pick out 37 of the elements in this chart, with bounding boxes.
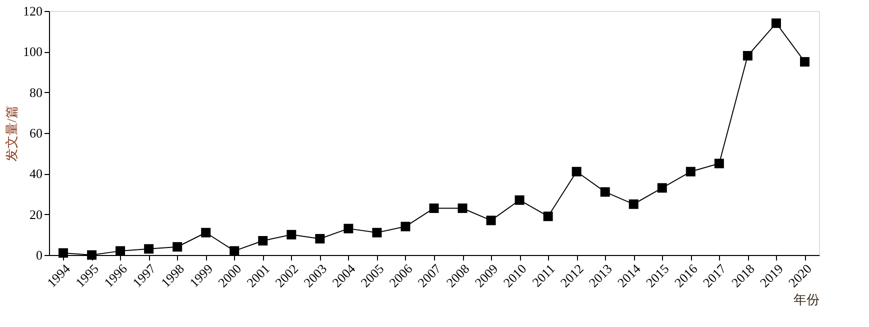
point [429, 203, 439, 213]
point [543, 212, 553, 222]
point [514, 195, 524, 205]
point [800, 57, 810, 67]
y-tick-label: 120 [23, 4, 42, 18]
point [572, 166, 582, 176]
point [286, 230, 296, 240]
point [486, 216, 496, 226]
y-tick-label: 80 [30, 84, 42, 100]
point [201, 228, 211, 238]
y-tick-label: 60 [30, 126, 42, 140]
point [172, 242, 182, 252]
point [742, 50, 752, 60]
y-tick-label: 20 [30, 206, 42, 222]
point [771, 18, 781, 28]
point [315, 234, 325, 244]
point [714, 158, 724, 168]
y-tick-label: 40 [30, 166, 42, 182]
point [657, 183, 667, 193]
y-tick-label: 100 [23, 44, 42, 60]
point [628, 199, 638, 209]
point [116, 246, 126, 256]
point [600, 187, 610, 197]
point [458, 203, 468, 213]
point [344, 224, 354, 234]
point [258, 236, 268, 246]
x-tick-label: 2011 [529, 261, 558, 290]
point [686, 166, 696, 176]
point [87, 250, 97, 260]
point [230, 246, 240, 256]
point [58, 248, 68, 258]
point [144, 244, 154, 254]
y-axis-title: 发文量/篇 [4, 106, 19, 162]
point [400, 222, 410, 232]
x-axis-title: 年份 [794, 292, 820, 308]
y-tick-label: 0 [36, 248, 42, 262]
point [372, 228, 382, 238]
